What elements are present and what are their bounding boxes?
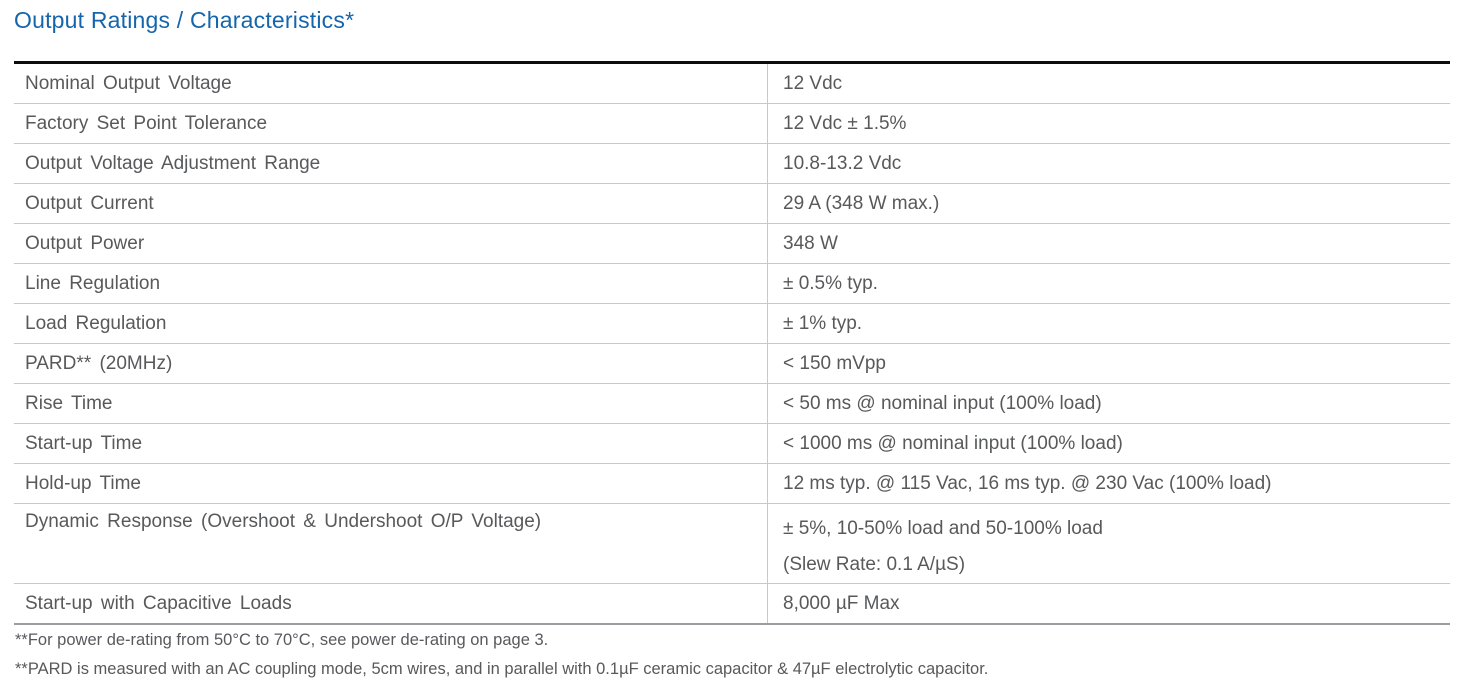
spec-label: Factory Set Point Tolerance [14,104,768,143]
spec-table: Nominal Output Voltage 12 Vdc Factory Se… [14,61,1450,625]
page-title: Output Ratings / Characteristics* [14,7,355,33]
spec-label: Start-up Time [14,424,768,463]
spec-value: 29 A (348 W max.) [783,192,940,214]
table-row: Dynamic Response (Overshoot & Undershoot… [14,503,1450,583]
spec-label: Output Power [14,224,768,263]
spec-value: 12 Vdc [783,72,843,94]
spec-value: 8,000 µF Max [783,592,900,614]
spec-label: Load Regulation [14,304,768,343]
spec-label: PARD** (20MHz) [14,344,768,383]
table-row: PARD** (20MHz) < 150 mVpp [14,343,1450,383]
table-row: Nominal Output Voltage 12 Vdc [14,64,1450,103]
table-row: Rise Time < 50 ms @ nominal input (100% … [14,383,1450,423]
spec-label: Rise Time [14,384,768,423]
spec-label: Nominal Output Voltage [14,64,768,103]
spec-value: 10.8-13.2 Vdc [783,152,902,174]
spec-label: Output Current [14,184,768,223]
footnotes: **For power de-rating from 50°C to 70°C,… [15,626,988,684]
spec-value: < 1000 ms @ nominal input (100% load) [783,432,1123,454]
spec-value: 348 W [783,232,838,254]
spec-label: Output Voltage Adjustment Range [14,144,768,183]
spec-value: ± 0.5% typ. [783,272,878,294]
table-row: Start-up Time < 1000 ms @ nominal input … [14,423,1450,463]
table-row: Output Current 29 A (348 W max.) [14,183,1450,223]
spec-label: Dynamic Response (Overshoot & Undershoot… [14,504,768,583]
spec-label: Line Regulation [14,264,768,303]
spec-label: Start-up with Capacitive Loads [14,584,768,623]
table-row: Output Power 348 W [14,223,1450,263]
spec-value: < 50 ms @ nominal input (100% load) [783,392,1102,414]
footnote: **PARD is measured with an AC coupling m… [15,660,989,678]
spec-value: 12 Vdc ± 1.5% [783,112,907,134]
spec-value: 12 ms typ. @ 115 Vac, 16 ms typ. @ 230 V… [783,472,1272,494]
spec-value: ± 1% typ. [783,312,863,334]
footnote: **For power de-rating from 50°C to 70°C,… [15,631,549,649]
table-row: Factory Set Point Tolerance 12 Vdc ± 1.5… [14,103,1450,143]
table-row: Hold-up Time 12 ms typ. @ 115 Vac, 16 ms… [14,463,1450,503]
spec-value: ± 5%, 10-50% load and 50-100% load (Slew… [768,504,1450,583]
spec-label: Hold-up Time [14,464,768,503]
spec-value-line: (Slew Rate: 0.1 A/µS) [783,554,966,575]
spec-value-line: ± 5%, 10-50% load and 50-100% load [783,518,1103,539]
spec-value: < 150 mVpp [783,352,886,374]
table-row: Line Regulation ± 0.5% typ. [14,263,1450,303]
table-row: Output Voltage Adjustment Range 10.8-13.… [14,143,1450,183]
table-row: Load Regulation ± 1% typ. [14,303,1450,343]
table-row: Start-up with Capacitive Loads 8,000 µF … [14,583,1450,623]
